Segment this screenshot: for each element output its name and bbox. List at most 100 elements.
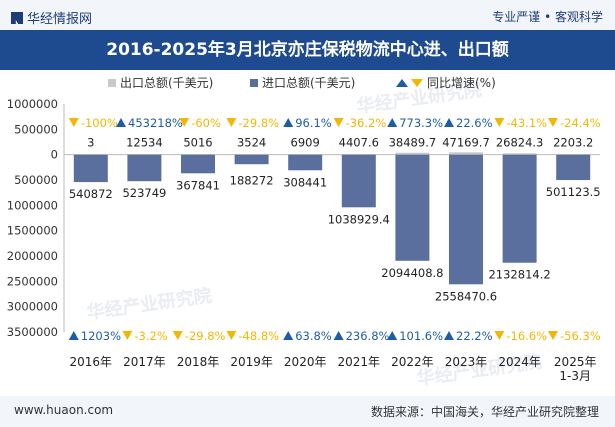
export-data-label: 5016 [183,136,212,150]
legend-label-yoy: 同比增速(%) [427,76,496,90]
export-up-triangle-icon [116,118,126,127]
import-data-label: 501123.5 [546,185,601,199]
x-tick-label: 2022年 [391,355,434,369]
import-up-triangle-icon [68,331,79,340]
export-data-label: 38489.7 [389,136,437,150]
import-yoy-label: 22.2% [456,329,493,343]
import-up-triangle-icon [283,331,294,340]
import-yoy-label: 1203% [81,329,121,343]
export-yoy-label: -24.4% [560,116,601,130]
export-down-triangle-icon [333,118,344,127]
legend-swatch-export [108,79,116,87]
import-bar [395,154,430,261]
x-tick-label: 2021年 [338,355,381,369]
x-tick-label: 2017年 [123,355,166,369]
legend-swatch-import [250,79,258,87]
import-down-triangle-icon [548,331,558,340]
footer-url[interactable]: www.huaon.com [14,403,114,417]
top-bar [0,0,615,30]
import-data-label: 2558470.6 [435,289,497,303]
import-down-triangle-icon [172,331,183,340]
legend-down-triangle-icon [411,79,423,87]
import-up-triangle-icon [387,331,398,340]
import-bar [234,154,269,165]
export-data-label: 2203.2 [553,136,593,150]
export-data-label: 3524 [237,136,266,150]
title-band [0,30,615,70]
export-down-triangle-icon [548,118,558,127]
export-yoy-label: 22.6% [456,116,493,130]
y-tick-label: 500000 [14,122,58,136]
export-bar [127,154,162,155]
export-down-triangle-icon [68,118,79,127]
y-tick-label: 3000000 [7,300,58,314]
import-up-triangle-icon [444,331,454,340]
export-bar [395,152,430,155]
export-yoy-label: -60% [191,116,221,130]
legend-up-triangle-icon [396,79,408,87]
export-yoy-label: -43.1% [506,116,547,130]
legend-label-import: 进口总额(千美元) [262,76,355,90]
import-bar [449,154,483,285]
export-yoy-label: 96.1% [295,116,332,130]
chart-title: 2016-2025年3月北京亦庄保税物流中心进、出口额 [106,40,509,60]
site-logo[interactable]: 华经情报网 [11,8,92,27]
import-bar [341,154,376,208]
y-tick-label: 3500000 [7,325,58,339]
import-yoy-label: -29.8% [185,329,226,343]
import-data-label: 188272 [230,174,274,188]
y-tick-label: 2500000 [7,274,58,288]
legend-label-export: 出口总额(千美元) [120,76,213,90]
export-down-triangle-icon [226,118,237,127]
x-tick-label: 2020年 [284,355,327,369]
export-yoy-label: 453218% [128,116,183,130]
export-data-label: 3 [87,136,94,150]
x-tick-label: 2025年 [554,355,597,369]
export-yoy-label: 773.3% [399,116,443,130]
logo-text: 华经情报网 [27,12,93,27]
import-yoy-label: -48.8% [238,329,279,343]
export-data-label: 47169.7 [442,136,490,150]
export-yoy-label: -100% [81,116,118,130]
y-tick-label: 500000 [14,173,58,187]
y-tick-label: 1000000 [7,198,58,212]
export-up-triangle-icon [444,118,454,127]
export-data-label: 6909 [291,136,320,150]
export-down-triangle-icon [179,118,190,127]
export-yoy-label: -29.8% [238,116,279,130]
import-data-label: 540872 [69,187,113,201]
import-bar [288,154,323,171]
export-up-triangle-icon [283,118,294,127]
footer-bar [0,396,615,427]
import-data-label: 1038929.4 [328,212,390,226]
import-bar [502,154,537,263]
y-tick-label: 0 [51,148,58,162]
logo-icon [11,12,23,24]
export-up-triangle-icon [387,118,398,127]
x-tick-label: 1-3月 [559,369,591,383]
x-tick-label: 2019年 [230,355,273,369]
import-up-triangle-icon [333,331,344,340]
import-bar [181,154,215,174]
export-down-triangle-icon [494,118,505,127]
import-data-label: 2094408.8 [381,266,443,280]
import-data-label: 2132814.2 [488,268,550,282]
import-data-label: 367841 [176,178,220,192]
y-tick-label: 2000000 [7,249,58,263]
import-yoy-label: 101.6% [399,329,443,343]
import-yoy-label: -3.2% [134,329,167,343]
import-yoy-label: -16.6% [506,329,547,343]
import-bar [73,154,108,183]
x-tick-label: 2018年 [177,355,220,369]
tagline: 专业严谨 • 客观科学 [492,10,603,24]
export-data-label: 12534 [126,136,163,150]
import-yoy-label: 63.8% [295,329,332,343]
import-data-label: 308441 [283,175,327,189]
x-tick-label: 2016年 [70,355,113,369]
footer-source: 数据来源：中国海关，华经产业研究院整理 [370,405,599,419]
watermark-1: 华经产业研究院 [85,284,213,323]
import-bar [127,154,162,182]
export-bar [449,152,483,155]
